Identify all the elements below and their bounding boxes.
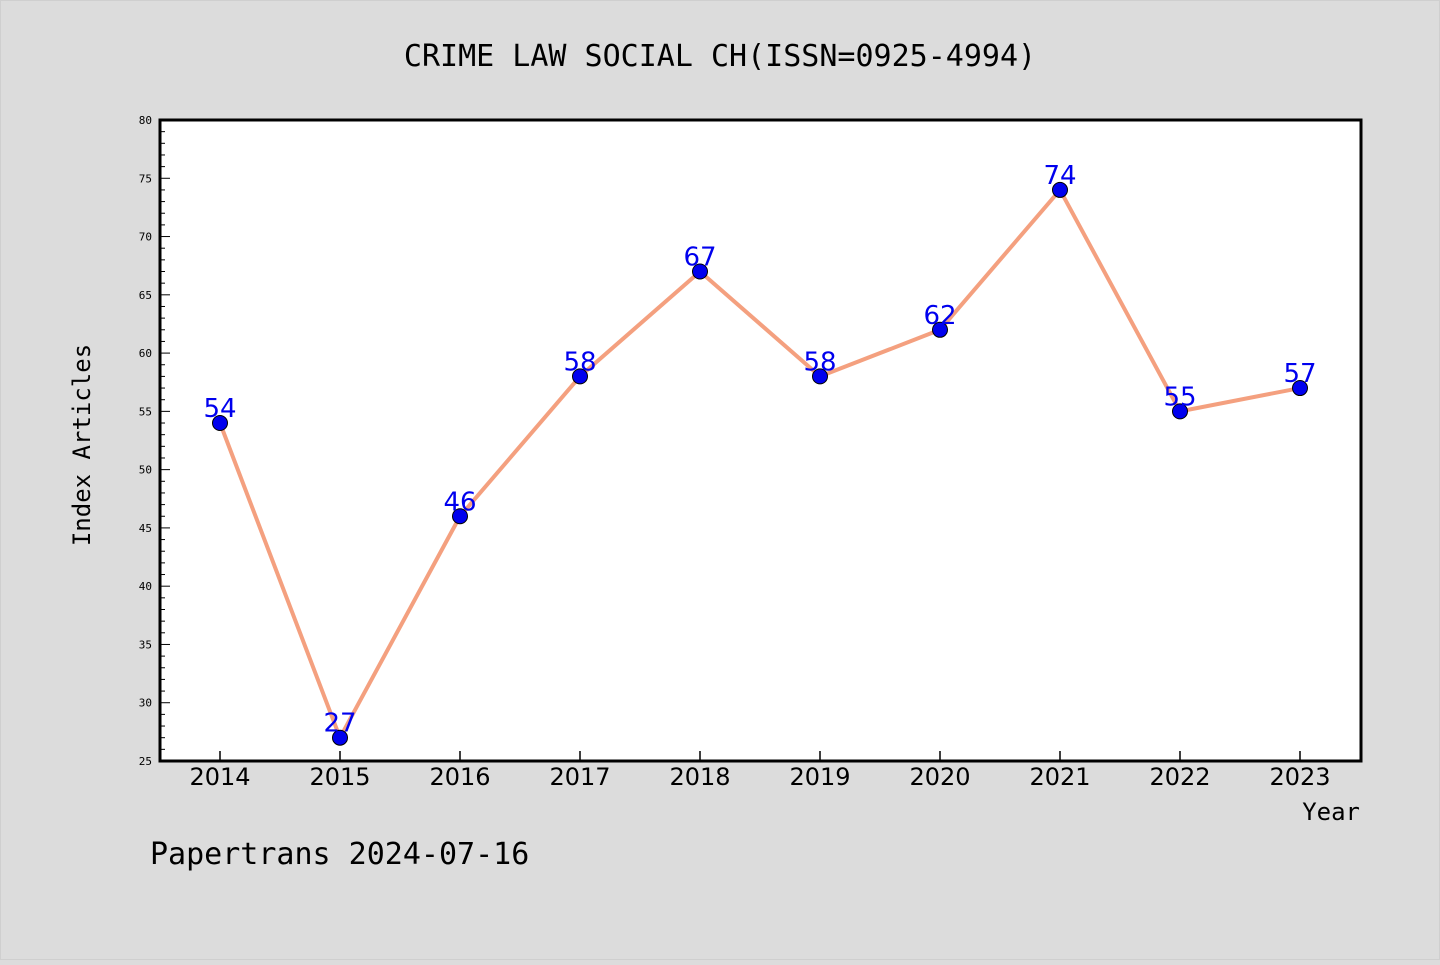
data-point bbox=[332, 729, 348, 746]
data-label: 62 bbox=[923, 301, 956, 331]
x-tick-label: 2014 bbox=[189, 763, 250, 791]
y-axis: 25 30 35 40 45 50 55 60 65 70 75 80 bbox=[139, 114, 170, 768]
series-line bbox=[218, 187, 1301, 740]
data-point bbox=[1292, 380, 1308, 397]
x-tick-label: 2023 bbox=[1269, 763, 1330, 791]
data-label: 55 bbox=[1163, 382, 1196, 412]
y-tick-label: 55 bbox=[139, 405, 152, 418]
x-tick-label: 2017 bbox=[549, 763, 610, 791]
data-point bbox=[692, 263, 708, 280]
data-label: 74 bbox=[1043, 161, 1076, 191]
y-axis-label: Index Articles bbox=[68, 344, 96, 546]
x-tick-label: 2018 bbox=[669, 763, 730, 791]
y-tick-label: 50 bbox=[139, 464, 152, 477]
x-tick-label: 2021 bbox=[1029, 763, 1090, 791]
y-tick-label: 45 bbox=[139, 522, 152, 535]
data-label: 67 bbox=[683, 243, 716, 273]
data-point bbox=[1172, 403, 1188, 420]
data-label: 58 bbox=[803, 347, 836, 377]
y-tick-label: 35 bbox=[139, 638, 152, 651]
data-point bbox=[932, 321, 948, 338]
plot-area bbox=[158, 118, 1363, 763]
data-label: 46 bbox=[443, 487, 476, 517]
data-point bbox=[452, 508, 468, 525]
y-tick-label: 30 bbox=[139, 697, 152, 710]
data-label: 58 bbox=[563, 347, 596, 377]
y-tick-label: 70 bbox=[139, 231, 152, 244]
data-point bbox=[212, 415, 228, 432]
data-label: 57 bbox=[1283, 359, 1316, 389]
footer-text: Papertrans 2024-07-16 bbox=[150, 837, 529, 872]
x-tick-label: 2022 bbox=[1149, 763, 1210, 791]
x-tick-label: 2016 bbox=[429, 763, 490, 791]
data-point bbox=[572, 368, 588, 385]
y-tick-label: 60 bbox=[139, 347, 152, 360]
x-tick-label: 2020 bbox=[909, 763, 970, 791]
x-axis-label: Year bbox=[1302, 798, 1360, 826]
data-label: 27 bbox=[323, 709, 356, 739]
x-tick-label: 2015 bbox=[309, 763, 370, 791]
data-point bbox=[1052, 181, 1068, 198]
x-axis: 2014 2015 2016 2017 2018 2019 2020 2021 2022 2023 bbox=[189, 751, 1331, 791]
y-tick-label: 75 bbox=[139, 172, 152, 185]
data-label: 54 bbox=[203, 394, 236, 424]
y-tick-label: 65 bbox=[139, 289, 152, 302]
x-tick-label: 2019 bbox=[789, 763, 850, 791]
y-tick-label: 40 bbox=[139, 580, 152, 593]
y-tick-label: 25 bbox=[139, 755, 152, 768]
chart-title: CRIME LAW SOCIAL CH(ISSN=0925-4994) bbox=[404, 39, 1036, 74]
y-tick-label: 80 bbox=[139, 114, 152, 127]
data-point bbox=[812, 368, 828, 385]
series-layer: 54 27 46 58 67 58 62 74 55 57 bbox=[203, 161, 1317, 746]
